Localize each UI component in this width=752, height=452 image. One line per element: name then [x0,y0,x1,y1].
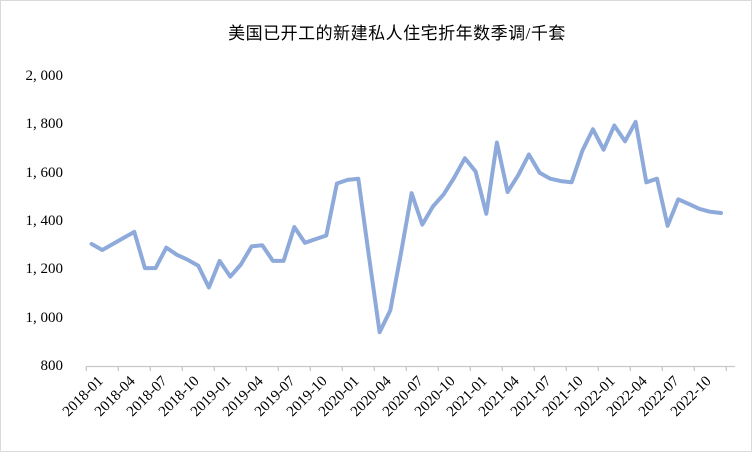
y-tick-label: 1, 800 [25,116,64,133]
y-tick-label: 2, 000 [25,68,64,84]
housing-starts-series-line [89,119,723,335]
y-tick-label: 800 [40,358,64,374]
y-tick-label: 1, 400 [25,213,64,229]
y-tick-label: 1, 600 [25,164,64,181]
chart-title: 美国已开工的新建私人住宅折年数季调/千套 [228,24,566,43]
y-tick-label: 1, 000 [25,309,64,326]
y-tick-label: 1, 200 [25,261,64,278]
